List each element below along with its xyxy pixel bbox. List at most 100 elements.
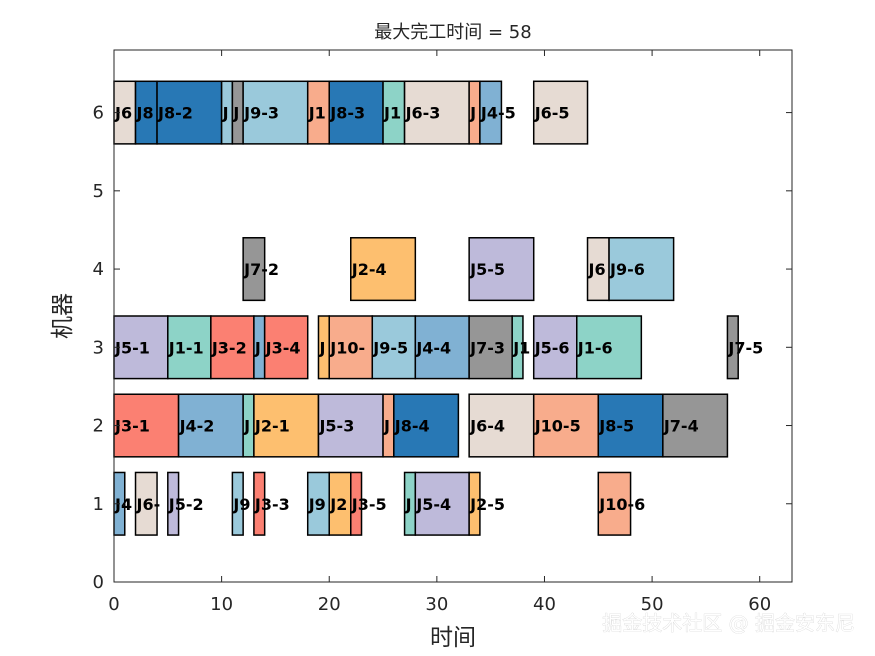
task-label: J (383, 417, 390, 436)
task-bar (662, 393, 729, 458)
y-tick-label: 1 (93, 494, 104, 515)
task-label: J7-4 (663, 417, 699, 436)
task-bar (393, 393, 460, 458)
task-bar (242, 237, 266, 302)
task-label: J6-5 (534, 104, 570, 123)
task-bar (253, 471, 266, 536)
task-bar (253, 393, 320, 458)
x-tick-label: 10 (210, 594, 233, 615)
task-label: J1-1 (168, 338, 204, 357)
task-bar (414, 471, 470, 536)
task-label: J (254, 338, 261, 357)
task-bar (608, 237, 675, 302)
task-label: J3-3 (254, 495, 290, 514)
bars-layer (113, 80, 739, 536)
y-axis-title: 机器 (50, 293, 76, 339)
task-bar (576, 315, 643, 380)
x-tick-label: 0 (108, 594, 119, 615)
task-label: J4-2 (179, 417, 215, 436)
task-label: J4-4 (415, 338, 451, 357)
task-label: J5-3 (318, 417, 354, 436)
task-label: J1 (512, 338, 530, 357)
task-label: J4-5 (480, 104, 516, 123)
task-label: J9-3 (243, 104, 279, 123)
task-bar (177, 393, 244, 458)
task-bar (468, 237, 535, 302)
task-label: J10-5 (534, 417, 581, 436)
chart-title: 最大完工时间 = 58 (374, 22, 531, 43)
task-label: J8-2 (157, 104, 193, 123)
task-bar (210, 315, 255, 380)
task-label: J9 (232, 495, 250, 514)
task-label: J5-4 (415, 495, 451, 514)
task-bar (242, 80, 309, 145)
task-bar (167, 315, 212, 380)
watermark: 掘金技术社区 @ 掘金安东尼 (602, 611, 855, 635)
task-label: J3-2 (211, 338, 247, 357)
task-bar (532, 393, 600, 458)
x-axis-title: 时间 (430, 625, 476, 651)
task-label: J6 (114, 104, 132, 123)
task-bar (350, 237, 417, 302)
task-label: J (222, 104, 229, 123)
labels-layer: J4 J6- J5-2 J9 J3-3 J9 J2 J3-5 J J5-4 J2-5 J10-6J3-… (114, 104, 763, 514)
task-bar (597, 393, 664, 458)
task-label: J1-6 (577, 338, 613, 357)
task-label: J6-3 (405, 104, 441, 123)
task-bar (726, 315, 739, 380)
task-label: J2-5 (469, 495, 505, 514)
task-bar (597, 471, 632, 536)
task-label: J9-6 (609, 260, 645, 279)
task-bar (414, 315, 470, 380)
task-label: J10- (329, 338, 365, 357)
task-label: J9 (308, 495, 326, 514)
task-label: J4 (114, 495, 132, 514)
task-label: J (469, 104, 476, 123)
task-label: J3-1 (114, 417, 150, 436)
task-label: J3-5 (351, 495, 387, 514)
task-label: J5-5 (469, 260, 505, 279)
task-label: J9-5 (372, 338, 408, 357)
y-tick-label: 6 (93, 103, 104, 124)
task-bar (134, 471, 158, 536)
task-label: J8-4 (394, 417, 430, 436)
task-label: J (243, 417, 250, 436)
task-label: J (318, 338, 325, 357)
x-tick-label: 20 (318, 594, 341, 615)
task-label: J6-4 (469, 417, 505, 436)
task-label: J5-2 (168, 495, 204, 514)
task-label: J2-4 (351, 260, 387, 279)
task-label: J5-1 (114, 338, 150, 357)
y-tick-label: 0 (93, 572, 104, 593)
task-bar (113, 393, 180, 458)
y-tick-label: 5 (93, 181, 104, 202)
task-label: J7-5 (727, 338, 763, 357)
task-bar (468, 393, 535, 458)
task-label: J8 (136, 104, 154, 123)
task-label: J7-2 (243, 260, 279, 279)
task-bar (328, 315, 374, 380)
task-bar (532, 80, 589, 145)
task-bar (468, 471, 481, 536)
x-tick-label: 40 (533, 594, 556, 615)
task-bar (263, 315, 309, 380)
plot-area-frame (113, 49, 793, 583)
task-label: J (232, 104, 239, 123)
axes-layer: 0 10 20 30 40 50 60 0 1 2 3 4 5 6 (93, 50, 792, 615)
task-bar (350, 471, 363, 536)
y-tick-label: 2 (93, 416, 104, 437)
task-label: J2 (329, 495, 347, 514)
task-label: J5-6 (534, 338, 570, 357)
x-tick-label: 50 (641, 594, 664, 615)
task-label: J7-3 (469, 338, 505, 357)
task-label: J8-5 (598, 417, 634, 436)
task-bar (167, 471, 180, 536)
task-label: J6- (136, 495, 161, 514)
task-label: J3-4 (265, 338, 301, 357)
task-label: J6 (588, 260, 606, 279)
x-tick-label: 60 (748, 594, 771, 615)
task-label: J8-3 (329, 104, 365, 123)
task-bar (231, 471, 244, 536)
y-tick-label: 3 (93, 337, 104, 358)
